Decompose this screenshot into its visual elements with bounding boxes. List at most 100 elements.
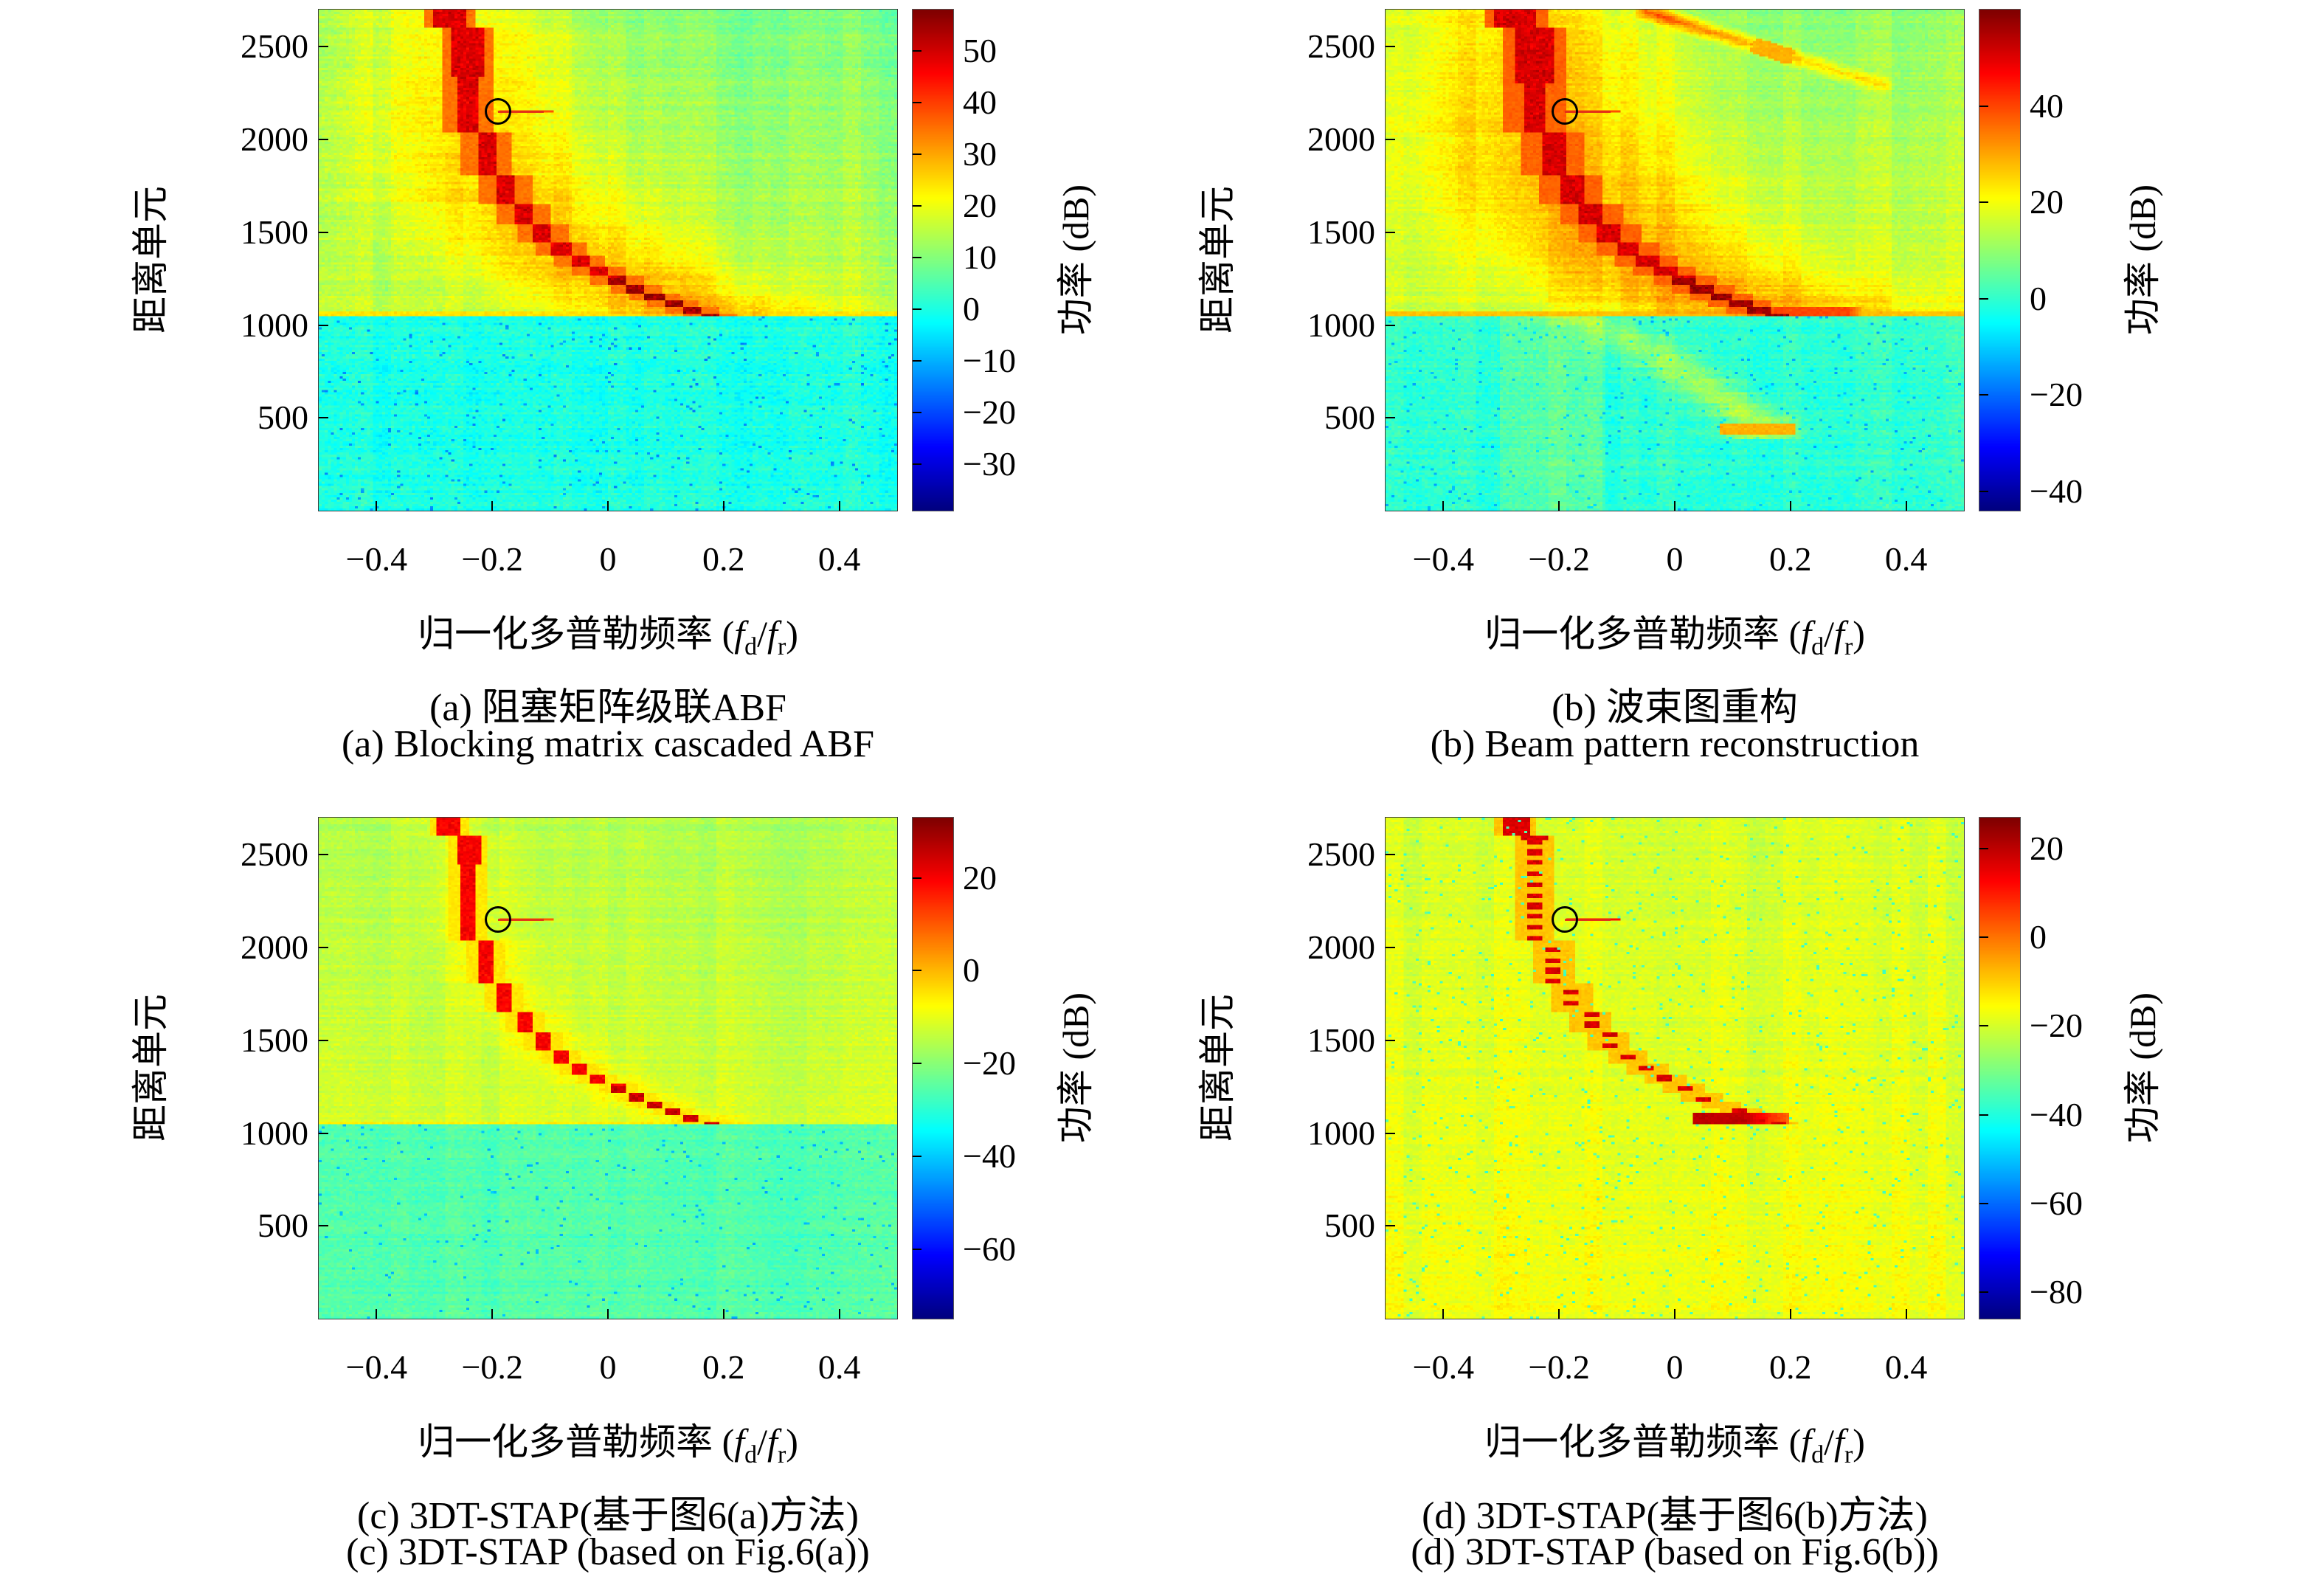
caption-en-b: (b) Beam pattern reconstruction (1430, 723, 1920, 765)
x-tick-label: 0.4 (1884, 540, 1928, 578)
colorbar-a (912, 9, 954, 511)
y-tick-label: 500 (1324, 1207, 1375, 1245)
x-tick-label: 0 (599, 1348, 617, 1386)
x-tick-label: 0 (1666, 540, 1684, 578)
colorbar-tick-label: −20 (2030, 376, 2083, 414)
target-circle-marker (1552, 98, 1579, 125)
x-tick-label: −0.2 (1528, 1348, 1590, 1386)
y-tick-label: 2000 (241, 928, 308, 967)
heatmap-b (1385, 9, 1965, 511)
colorbar-tick-label: −40 (963, 1136, 1016, 1175)
x-tick-label: 0 (1666, 1348, 1684, 1386)
heatmap-a (318, 9, 898, 511)
y-tick-label: 1000 (241, 1114, 308, 1152)
target-circle-marker (485, 98, 512, 125)
colorbar-tick-label: −40 (2030, 472, 2083, 510)
caption-zh-c: (c) 3DT-STAP(基于图6(a)方法) (357, 1495, 859, 1537)
colorbar-c (912, 817, 954, 1319)
colorbar-tick-label: 40 (963, 83, 997, 121)
colorbar-tick-label: 0 (963, 290, 980, 328)
x-axis-label: 归一化多普勒频率 (fd/fr) (1484, 1421, 1865, 1468)
x-tick-label: 0 (599, 540, 617, 578)
x-tick-label: 0.2 (1769, 540, 1812, 578)
y-axis-label: 距离单元 (130, 186, 171, 334)
x-tick-label: −0.2 (1528, 540, 1590, 578)
colorbar-tick-label: −20 (963, 393, 1016, 431)
y-tick-label: 2000 (1307, 928, 1375, 967)
colorbar-tick-label: 30 (963, 135, 997, 173)
y-axis-label: 距离单元 (1197, 994, 1238, 1142)
caption-zh-b: (b) 波束图重构 (1552, 687, 1798, 729)
target-circle-marker (1552, 906, 1579, 933)
x-axis-label: 归一化多普勒频率 (fd/fr) (418, 1421, 798, 1468)
colorbar-tick-label: 0 (2030, 918, 2047, 956)
y-tick-label: 2000 (1307, 120, 1375, 159)
y-tick-label: 2000 (241, 120, 308, 159)
y-tick-label: 1500 (1307, 1021, 1375, 1059)
x-tick-label: 0.4 (817, 1348, 861, 1386)
heatmap-d (1385, 817, 1965, 1319)
y-tick-label: 2500 (241, 835, 308, 874)
x-tick-label: 0.4 (1884, 1348, 1928, 1386)
x-tick-label: −0.2 (461, 540, 523, 578)
y-tick-label: 2500 (1307, 835, 1375, 874)
colorbar-tick-label: −40 (2030, 1095, 2083, 1133)
x-tick-label: −0.4 (1412, 1348, 1475, 1386)
x-tick-label: −0.2 (461, 1348, 523, 1386)
colorbar-tick-label: 10 (963, 238, 997, 276)
x-axis-label: 归一化多普勒频率 (fd/fr) (1484, 613, 1865, 660)
x-tick-label: −0.4 (1412, 540, 1475, 578)
target-circle-marker (485, 906, 512, 933)
colorbar-tick-label: 20 (2030, 183, 2064, 221)
target-doppler-line (1565, 111, 1611, 114)
colorbar-tick-label: 20 (2030, 829, 2064, 868)
y-tick-label: 1000 (241, 306, 308, 344)
colorbar-tick-label: 20 (963, 187, 997, 224)
target-doppler-line (1565, 919, 1611, 922)
caption-zh-a: (a) 阻塞矩阵级联ABF (429, 687, 786, 729)
caption-en-c: (c) 3DT-STAP (based on Fig.6(a)) (346, 1531, 870, 1573)
y-tick-label: 1500 (241, 1021, 308, 1059)
y-tick-label: 1000 (1307, 1114, 1375, 1152)
colorbar-b (1979, 9, 2021, 511)
caption-zh-d: (d) 3DT-STAP(基于图6(b)方法) (1422, 1495, 1928, 1537)
colorbar-label: 功率 (dB) (1055, 992, 1096, 1144)
x-tick-label: −0.4 (345, 1348, 408, 1386)
colorbar-label: 功率 (dB) (2122, 184, 2163, 336)
colorbar-label: 功率 (dB) (1055, 184, 1096, 336)
y-tick-label: 1000 (1307, 306, 1375, 344)
colorbar-tick-label: 0 (963, 951, 980, 990)
y-tick-label: 2500 (241, 27, 308, 66)
colorbar-tick-label: 40 (2030, 86, 2064, 125)
caption-en-a: (a) Blocking matrix cascaded ABF (341, 723, 875, 765)
heatmap-c (318, 817, 898, 1319)
y-tick-label: 500 (257, 1207, 308, 1245)
colorbar-tick-label: 50 (963, 32, 997, 69)
colorbar-tick-label: −60 (2030, 1184, 2083, 1222)
colorbar-tick-label: 0 (2030, 279, 2047, 317)
target-doppler-line (498, 111, 544, 114)
x-tick-label: 0.2 (702, 540, 745, 578)
y-tick-label: 2500 (1307, 27, 1375, 66)
y-tick-label: 500 (1324, 398, 1375, 437)
y-axis-label: 距离单元 (130, 994, 171, 1142)
colorbar-d (1979, 817, 2021, 1319)
colorbar-tick-label: 20 (963, 858, 997, 897)
x-tick-label: −0.4 (345, 540, 408, 578)
colorbar-tick-label: −20 (2030, 1007, 2083, 1045)
x-axis-label: 归一化多普勒频率 (fd/fr) (418, 613, 798, 660)
colorbar-tick-label: −20 (963, 1044, 1016, 1083)
y-tick-label: 1500 (241, 213, 308, 251)
y-tick-label: 1500 (1307, 213, 1375, 251)
y-axis-label: 距离单元 (1197, 186, 1238, 334)
caption-en-d: (d) 3DT-STAP (based on Fig.6(b)) (1411, 1531, 1939, 1573)
x-tick-label: 0.2 (702, 1348, 745, 1386)
y-tick-label: 500 (257, 398, 308, 437)
target-doppler-line (498, 919, 544, 922)
colorbar-tick-label: −30 (963, 445, 1016, 483)
colorbar-tick-label: −10 (963, 342, 1016, 379)
x-tick-label: 0.4 (817, 540, 861, 578)
colorbar-tick-label: −60 (963, 1229, 1016, 1268)
colorbar-label: 功率 (dB) (2122, 992, 2163, 1144)
